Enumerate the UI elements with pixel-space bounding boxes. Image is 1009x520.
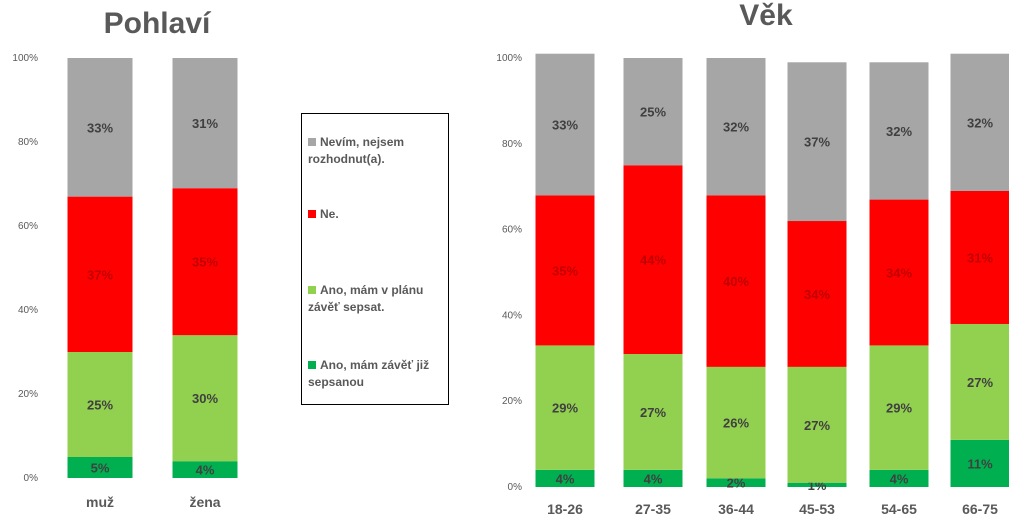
chart2-y-tick-label: 60% [502,225,522,236]
chart2-bar-plan [706,366,766,479]
chart2-data-label: 4% [556,471,575,486]
chart2-data-label: 40% [723,274,749,289]
legend-label-nevim: Nevím, nejsem rozhodnut(a). [308,135,405,166]
chart1-category-label: žena [189,494,220,510]
chart2-y-tick-label: 100% [496,53,522,64]
chart1-data-label: 5% [91,461,110,476]
chart1-bar-nevim [172,58,238,189]
legend-label-ne: Ne. [320,207,339,221]
legend-item-ma: Ano, mám závěť již sepsanou [308,357,448,391]
legend-swatch-ne [308,210,316,218]
chart2-bar-ne [869,199,929,346]
chart2-bar-nevim [623,58,683,166]
chart1-data-label: 4% [196,463,215,478]
chart2-bar-plan [787,366,847,483]
chart1-y-tick-label: 80% [18,137,38,148]
chart2-data-label: 27% [640,405,666,420]
chart1-y-tick-label: 100% [12,53,38,64]
chart2-category-label: 18-26 [547,501,583,517]
chart2-category-label: 36-44 [718,501,754,517]
chart2-data-label: 44% [640,253,666,268]
chart1-bar-nevim [67,58,133,197]
chart2-y-tick-label: 0% [508,482,523,493]
chart2-bar-plan [869,345,929,470]
chart2-data-label: 27% [804,418,830,433]
legend: Nevím, nejsem rozhodnut(a). Ne. Ano, mám… [301,113,449,405]
legend-item-plan: Ano, mám v plánu závěť sepsat. [308,282,448,316]
chart2-data-label: 34% [886,266,912,281]
chart2-data-label: 35% [552,263,578,278]
chart1-data-label: 30% [192,391,218,406]
chart2-data-label: 4% [644,471,663,486]
chart1-bar-ne [67,196,133,352]
chart1-data-label: 37% [87,267,113,282]
chart2-y-tick-label: 40% [502,310,522,321]
chart2-bar-ma [535,469,595,487]
chart2-data-label: 26% [723,416,749,431]
legend-item-nevim: Nevím, nejsem rozhodnut(a). [308,134,448,168]
chart1-data-label: 25% [87,398,113,413]
chart2-category-label: 66-75 [962,501,998,517]
chart2-data-label: 32% [967,115,993,130]
chart2-bar-nevim [950,53,1009,191]
legend-swatch-ma [308,361,316,369]
chart2-category-label: 54-65 [881,501,917,517]
chart1-bar-ma [67,457,133,478]
chart2-data-label: 31% [967,250,993,265]
chart2-bar-ma [623,469,683,487]
chart1-y-tick-label: 0% [24,473,39,484]
legend-item-ne: Ne. [308,206,448,223]
chart1-bar-plan [67,352,133,457]
chart1-bar-ma [172,461,238,478]
chart2-data-label: 25% [640,105,666,120]
chart2-data-label: 27% [967,375,993,390]
chart2-bar-ne [706,195,766,367]
chart2-data-label: 4% [890,471,909,486]
chart2-bar-ne [535,195,595,346]
chart2-data-label: 34% [804,287,830,302]
chart1-bar-plan [172,335,238,462]
chart2-data-label: 33% [552,117,578,132]
chart2-bar-nevim [787,62,847,222]
chart1-data-label: 35% [192,255,218,270]
chart2-bar-ma [706,478,766,487]
chart1-title: Pohlaví [104,7,212,40]
chart2-y-tick-label: 80% [502,139,522,150]
chart1-category-label: muž [86,494,114,510]
chart2-bar-ne [950,190,1009,324]
chart2-category-label: 45-53 [799,501,835,517]
chart1-y-tick-label: 40% [18,305,38,316]
chart2-bar-ma [787,482,847,487]
chart1-y-tick-label: 20% [18,389,38,400]
chart1-data-label: 33% [87,120,113,135]
legend-swatch-plan [308,286,316,294]
chart2-bar-ne [787,221,847,367]
chart2-title: Věk [739,0,793,32]
chart2-bar-ma [950,439,1009,487]
legend-swatch-nevim [308,138,316,146]
chart2-data-label: 11% [967,456,993,471]
chart2-data-label: 32% [886,124,912,139]
chart2-data-label: 29% [552,401,578,416]
legend-label-ma: Ano, mám závěť již sepsanou [308,358,430,389]
chart2-bar-ma [869,469,929,487]
chart2-y-tick-label: 20% [502,396,522,407]
chart2-bar-nevim [535,53,595,196]
chart2-data-label: 32% [723,120,749,135]
chart2-bar-nevim [706,58,766,196]
legend-label-plan: Ano, mám v plánu závěť sepsat. [308,283,424,314]
chart2-bar-plan [535,345,595,470]
chart1-bar-ne [172,188,238,336]
chart2-data-label: 29% [886,401,912,416]
chart2-bar-plan [623,354,683,470]
chart2-data-label: 37% [804,135,830,150]
chart2-data-label: 2% [727,476,746,491]
chart1-data-label: 31% [192,116,218,131]
chart1-y-tick-label: 60% [18,221,38,232]
chart2-category-label: 27-35 [635,501,671,517]
chart2-bar-nevim [869,62,929,200]
chart2-bar-ne [623,165,683,355]
chart2-bar-plan [950,323,1009,440]
